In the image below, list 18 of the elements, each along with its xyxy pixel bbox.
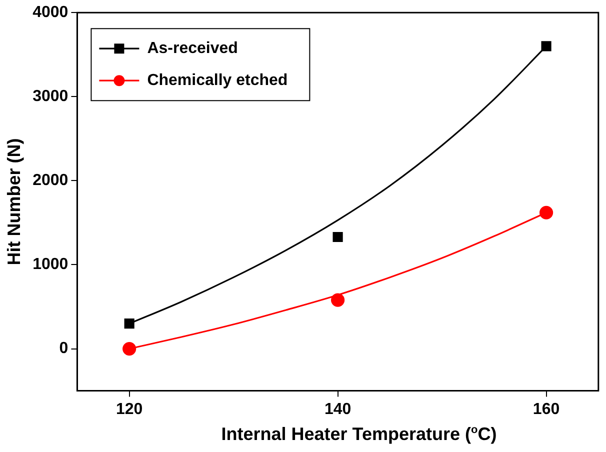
y-tick-label: 3000 xyxy=(32,88,68,106)
y-tick-label: 2000 xyxy=(32,172,68,190)
point xyxy=(332,232,343,242)
y-tick-label: 4000 xyxy=(32,4,68,22)
point xyxy=(124,318,134,329)
x-tick-label: 160 xyxy=(532,400,560,418)
x-tick-label: 120 xyxy=(116,400,143,418)
point xyxy=(330,293,345,307)
point xyxy=(539,206,554,220)
y-tick-label: 1000 xyxy=(32,256,68,274)
point xyxy=(122,342,136,356)
legend-label: As-received xyxy=(147,40,238,58)
y-axis-title: Hit Number (N) xyxy=(4,138,24,266)
x-tick-label: 140 xyxy=(324,400,352,418)
x-axis-title: Internal Heater Temperature ($^{o}$C) xyxy=(220,424,498,445)
legend-label: Chemically etched xyxy=(147,72,288,90)
y-tick-label: 0 xyxy=(59,340,68,358)
point xyxy=(541,41,552,52)
